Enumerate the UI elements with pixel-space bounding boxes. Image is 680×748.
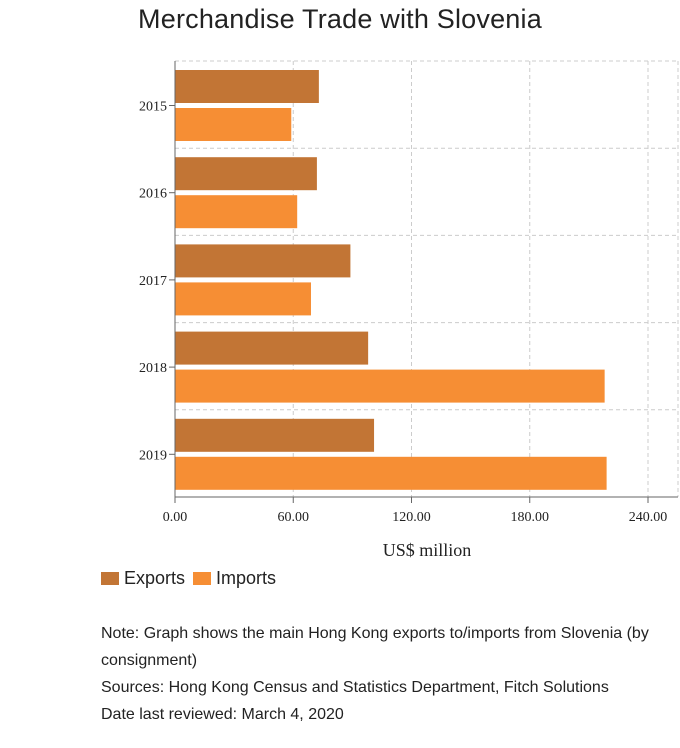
legend: Exports Imports <box>101 568 284 589</box>
legend-swatch-exports <box>101 572 119 585</box>
y-tick-label: 2019 <box>139 448 167 463</box>
bar-exports-2019[interactable] <box>175 418 375 452</box>
y-tick-label: 2016 <box>139 187 167 202</box>
legend-swatch-imports <box>193 572 212 585</box>
bar-exports-2017[interactable] <box>175 244 351 278</box>
x-tick-label: 0.00 <box>163 510 188 525</box>
y-tick-label: 2017 <box>139 274 167 289</box>
x-axis-label: US$ million <box>383 540 472 560</box>
bar-exports-2018[interactable] <box>175 331 369 365</box>
bar-imports-2019[interactable] <box>175 456 607 490</box>
bar-exports-2015[interactable] <box>175 70 319 103</box>
notes: Note: Graph shows the main Hong Kong exp… <box>101 620 676 728</box>
bar-imports-2018[interactable] <box>175 369 605 403</box>
bar-imports-2017[interactable] <box>175 282 311 316</box>
legend-label-imports: Imports <box>216 568 277 588</box>
axes: 2015 2016 2017 2018 2019 0.00 60.00 120.00 180.0… <box>139 61 678 525</box>
x-tick-label: 240.00 <box>629 510 668 525</box>
note-text: Note: Graph shows the main Hong Kong exp… <box>101 625 649 669</box>
bar-exports-2016[interactable] <box>175 157 317 191</box>
y-tick-label: 2015 <box>139 100 167 115</box>
y-tick-label: 2018 <box>139 361 167 376</box>
sources-text: Sources: Hong Kong Census and Statistics… <box>101 679 609 696</box>
reviewed-text: Date last reviewed: March 4, 2020 <box>101 706 344 723</box>
legend-label-exports: Exports <box>124 568 186 588</box>
grid-lines <box>175 60 679 497</box>
x-tick-label: 60.00 <box>278 510 310 525</box>
chart-title: Merchandise Trade with Slovenia <box>138 4 542 34</box>
bar-chart: 2015 2016 2017 2018 2019 0.00 60.00 120.00 180.0… <box>139 60 679 560</box>
x-tick-label: 120.00 <box>392 510 431 525</box>
legend-item-imports[interactable]: Imports <box>193 568 276 589</box>
bar-imports-2016[interactable] <box>175 195 298 229</box>
legend-item-exports[interactable]: Exports <box>101 568 185 589</box>
x-tick-label: 180.00 <box>511 510 550 525</box>
bar-imports-2015[interactable] <box>175 108 292 141</box>
bars <box>175 70 607 490</box>
